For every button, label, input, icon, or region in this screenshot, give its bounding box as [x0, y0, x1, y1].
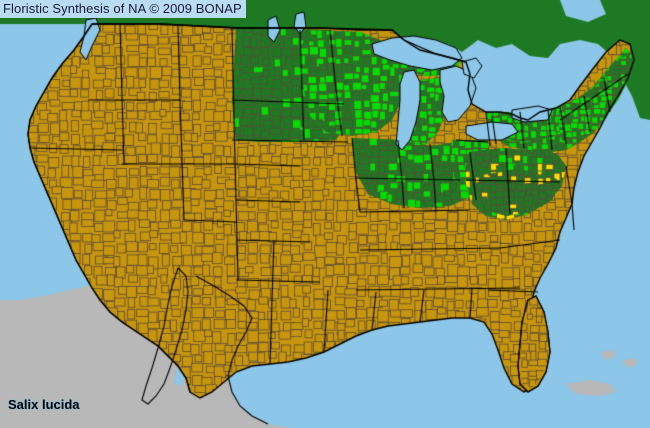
- species-name-label: Salix lucida: [8, 397, 80, 412]
- copyright-banner: Floristic Synthesis of NA © 2009 BONAP: [0, 0, 246, 18]
